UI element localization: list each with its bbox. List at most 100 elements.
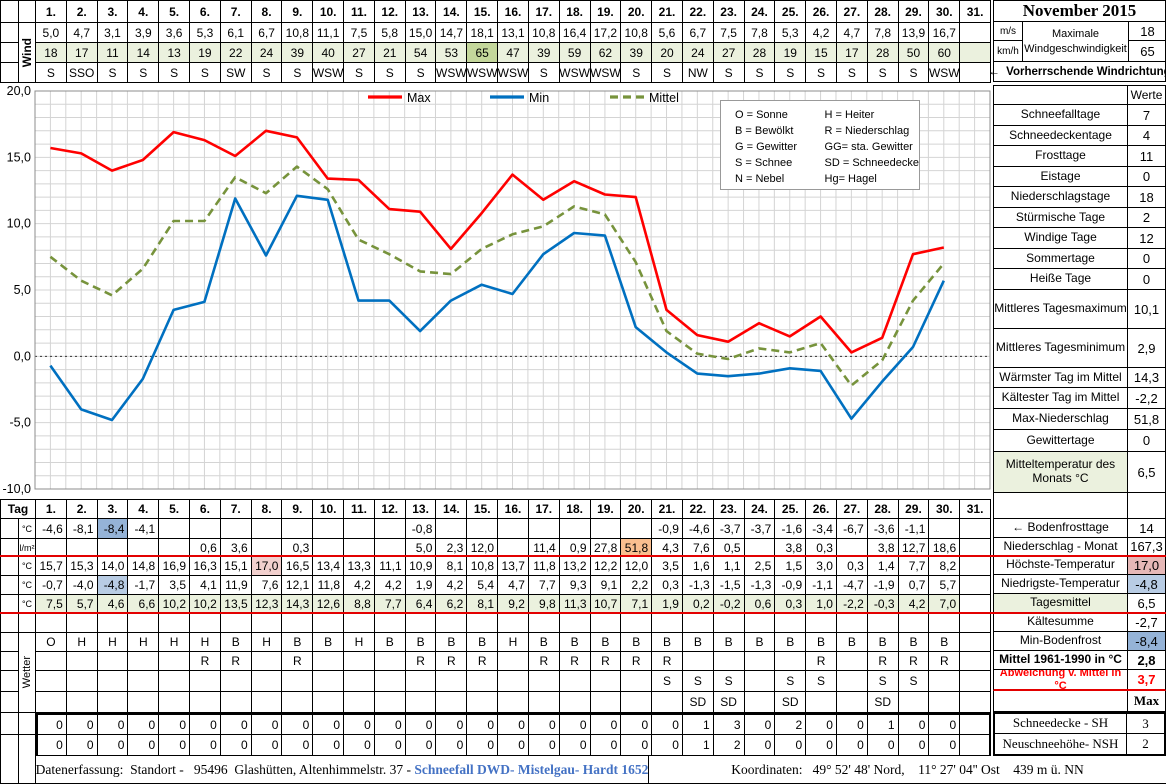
day-header: 6. <box>190 1 221 23</box>
tagesmittel-row-cell: -0,3 <box>867 595 899 614</box>
gutter-cell <box>1 713 19 735</box>
stat-row: Gewittertage 0 <box>993 430 1166 452</box>
schneedecke-sh-row-cell: 0 <box>559 713 591 735</box>
neuschneehoehe-nsh-row-cell: 0 <box>652 735 683 757</box>
wind-direction-cell: S <box>806 63 837 83</box>
empty-cell <box>128 614 160 633</box>
schneedecke-sh-row-cell: 0 <box>836 713 868 735</box>
bodenfrost-row-cell <box>282 519 314 539</box>
empty-cell <box>467 614 499 633</box>
wind-speed-kmh-cell: 50 <box>898 43 930 63</box>
hoechste-temp-row-cell: 13,4 <box>313 557 345 576</box>
wind-speed-kmh-cell: 15 <box>806 43 837 63</box>
summary-row-label: Neuschneehöhe- NSH <box>995 734 1127 754</box>
wind-direction-cell: S <box>713 63 745 83</box>
svg-text:15,0: 15,0 <box>7 150 31 164</box>
day-header: 2. <box>66 500 98 519</box>
day-header: 29. <box>898 500 930 519</box>
wetter-code-cell <box>251 671 283 692</box>
wind-speed-kmh-cell: 65 <box>467 43 499 63</box>
summary-row: Kältesumme -2,7 <box>993 613 1166 632</box>
wetter-code-cell: H <box>344 633 375 652</box>
day-header: 25. <box>775 500 807 519</box>
day-header: 20. <box>621 500 653 519</box>
wetter-code-cell: B <box>436 633 468 652</box>
niedrigste-temp-row-cell: 11,8 <box>313 576 345 595</box>
tagesmittel-row-cell: 0,6 <box>744 595 776 614</box>
wind-speed-kmh-cell: 54 <box>405 43 437 63</box>
day-header: 26. <box>806 500 837 519</box>
neuschneehoehe-nsh-row-cell: 0 <box>251 735 283 757</box>
day-header: 17. <box>528 1 560 23</box>
empty-cell <box>159 614 191 633</box>
hoechste-temp-row-cell <box>960 557 991 576</box>
stat-row-value: -2,2 <box>1135 390 1158 406</box>
day-header: 7. <box>220 1 252 23</box>
hoechste-temp-row-cell: 12,0 <box>621 557 653 576</box>
summary-row-label: Min-Bodenfrost <box>994 632 1128 650</box>
wind-speed-kmh-cell: 24 <box>682 43 714 63</box>
wind-speed-ms-cell: 7,8 <box>744 23 776 43</box>
wetter-code-cell <box>159 652 191 671</box>
wetter-code-cell: B <box>713 633 745 652</box>
bodenfrost-row-cell: -6,7 <box>836 519 868 539</box>
tagesmittel-row-cell: 0,2 <box>682 595 714 614</box>
unit-kmh-label: km/h <box>994 41 1023 61</box>
hoechste-temp-row-cell: 15,3 <box>66 557 98 576</box>
summary-row-label: Schneedecke - SH <box>995 714 1127 733</box>
empty-cell <box>528 614 560 633</box>
neuschneehoehe-nsh-row-cell: 0 <box>898 735 930 757</box>
wetter-code-cell <box>313 671 345 692</box>
summary-row-value: 6,5 <box>1137 595 1156 611</box>
summary-row: ← Bodenfrosttage 14 <box>993 518 1166 538</box>
max-wind-ms-value: 18 <box>1129 22 1166 41</box>
stat-row-value: 2,9 <box>1137 340 1156 356</box>
bodenfrost-row-cell <box>528 519 560 539</box>
bodenfrost-row-cell <box>559 519 591 539</box>
wind-speed-kmh-cell: 24 <box>251 43 283 63</box>
wind-speed-kmh-cell: 53 <box>436 43 468 63</box>
hoechste-temp-row-unit: °C <box>19 557 36 576</box>
bodenfrost-row-cell: -8,1 <box>66 519 98 539</box>
wetter-code-cell <box>66 692 98 713</box>
wetter-code-cell <box>190 692 221 713</box>
tagesmittel-row-cell: 5,7 <box>66 595 98 614</box>
neuschneehoehe-nsh-row-cell: 2 <box>713 735 745 757</box>
niedrigste-temp-row-cell: 3,5 <box>159 576 191 595</box>
schneedecke-sh-row-cell: 0 <box>806 713 837 735</box>
stat-row-label: Max-Niederschlag <box>994 409 1128 429</box>
neuschneehoehe-nsh-row-cell: 1 <box>682 735 714 757</box>
wetter-code-cell: SD <box>867 692 899 713</box>
niedrigste-temp-row-cell <box>960 576 991 595</box>
gutter-cell <box>19 614 36 633</box>
day-header: 5. <box>159 1 191 23</box>
werte-header-spacer <box>994 86 1128 104</box>
day-header: 20. <box>621 1 653 23</box>
wetter-code-cell <box>775 652 807 671</box>
summary-row: Abweichung v. Mittel in °C 3,7 <box>993 670 1166 691</box>
wind-direction-cell: S <box>867 63 899 83</box>
stat-row: Mittleres Tagesmaximum 10,1 <box>993 290 1166 329</box>
tagesmittel-row-cell: 7,7 <box>374 595 406 614</box>
wetter-code-cell <box>467 692 499 713</box>
wind-speed-kmh-cell: 14 <box>128 43 160 63</box>
wind-speed-kmh-cell: 13 <box>159 43 191 63</box>
day-header: 13. <box>405 1 437 23</box>
wetter-code-cell: B <box>621 633 653 652</box>
niedrigste-temp-row-cell: 11,9 <box>220 576 252 595</box>
wind-speed-ms-cell: 5,3 <box>775 23 807 43</box>
weather-key-item: O = Sonne <box>735 109 788 121</box>
wetter-code-cell <box>528 671 560 692</box>
empty-cell <box>251 614 283 633</box>
empty-cell <box>190 614 221 633</box>
legend-min-label: Min <box>529 91 549 105</box>
niedrigste-temp-row-cell: 2,2 <box>621 576 653 595</box>
wetter-code-cell: S <box>806 671 837 692</box>
schneedecke-sh-row-cell: 0 <box>128 713 160 735</box>
wetter-code-cell: S <box>713 671 745 692</box>
empty-cell <box>36 614 67 633</box>
weather-key-item: N = Nebel <box>735 173 785 185</box>
wind-speed-ms-cell: 4,7 <box>66 23 98 43</box>
wetter-code-cell <box>436 692 468 713</box>
niederschlag-row-cell: 5,0 <box>405 539 437 557</box>
